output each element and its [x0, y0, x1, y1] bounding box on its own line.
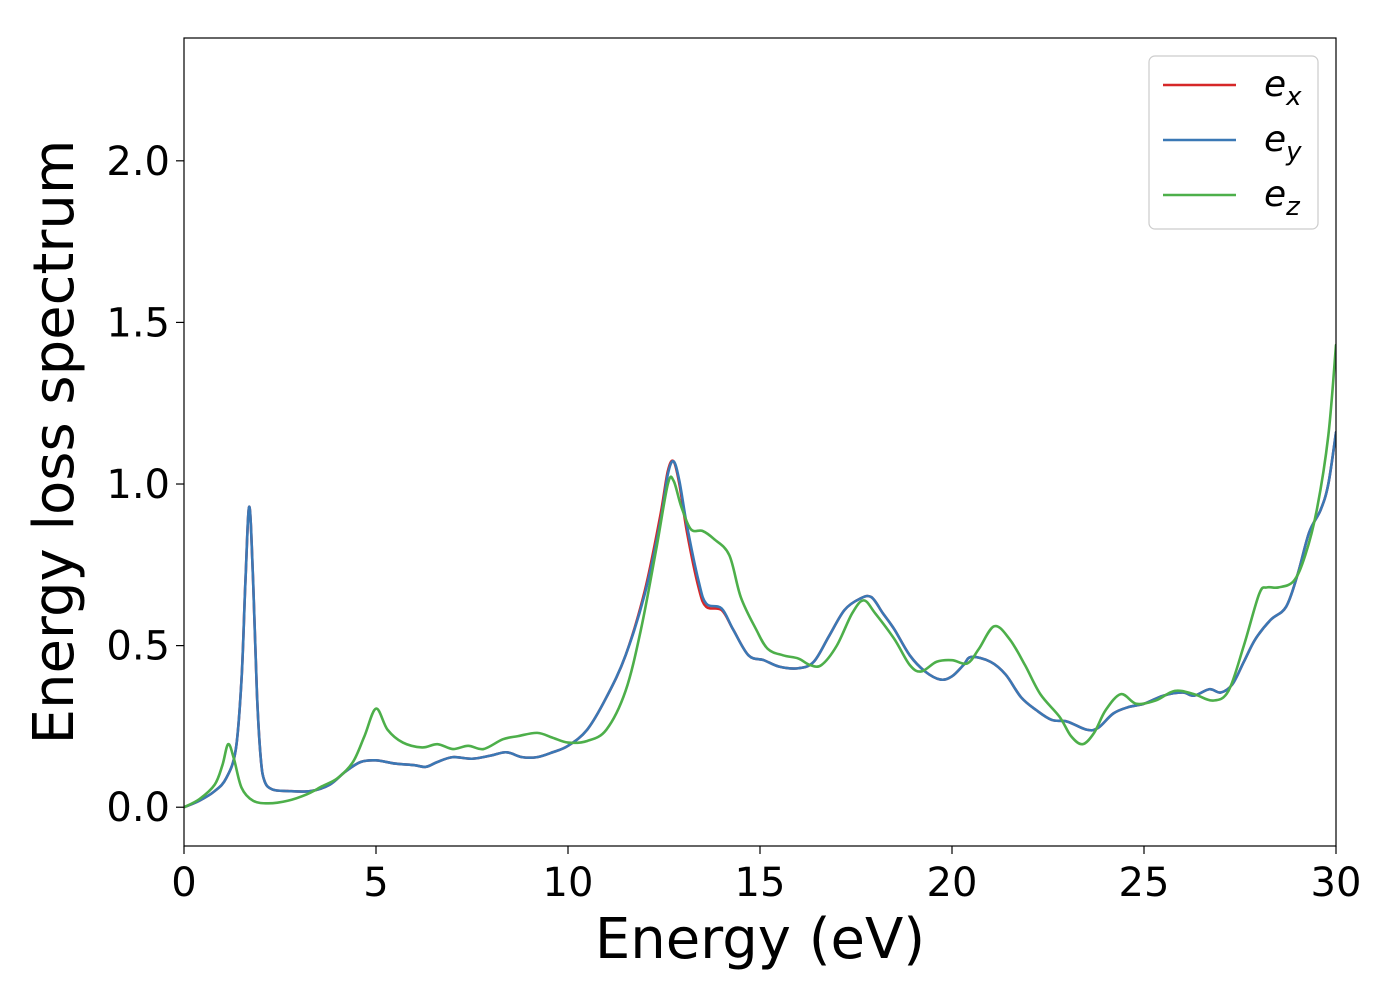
y-tick-label: 2.0: [106, 139, 170, 185]
legend-label-subscript: y: [1285, 137, 1302, 167]
series-line-ez: [184, 343, 1336, 809]
y-tick-label: 1.0: [106, 462, 170, 508]
y-axis-title: Energy loss spectrum: [22, 140, 87, 745]
legend-label-subscript: x: [1285, 82, 1302, 112]
legend-label-base: e: [1264, 64, 1286, 105]
x-axis-title: Energy (eV): [595, 907, 925, 972]
series-layer: [184, 343, 1336, 809]
x-tick-label: 5: [363, 860, 388, 906]
legend-label-subscript: z: [1285, 192, 1301, 222]
legend-box: [1148, 55, 1319, 230]
x-tick-label: 30: [1311, 860, 1362, 906]
y-tick-label: 0.0: [106, 785, 170, 831]
x-tick-label: 10: [543, 860, 594, 906]
x-tick-label: 0: [171, 860, 196, 906]
x-tick-label: 15: [735, 860, 786, 906]
legend-label-base: e: [1264, 174, 1286, 215]
legend-label-ez: ez: [1264, 174, 1301, 222]
series-line-ey: [184, 431, 1336, 809]
legend-label-ex: ex: [1264, 64, 1302, 112]
x-tick-label: 25: [1119, 860, 1170, 906]
x-axis-ticks: 0 5 10 15 20 25 30: [171, 846, 1361, 906]
legend-label-base: e: [1264, 119, 1286, 160]
x-tick-label: 20: [927, 860, 978, 906]
y-axis-ticks: 0.0 0.5 1.0 1.5 2.0: [106, 139, 184, 831]
y-tick-label: 1.5: [106, 300, 170, 346]
y-tick-label: 0.5: [106, 624, 170, 670]
legend-label-ey: ey: [1264, 119, 1302, 167]
plot-area: [184, 38, 1336, 846]
